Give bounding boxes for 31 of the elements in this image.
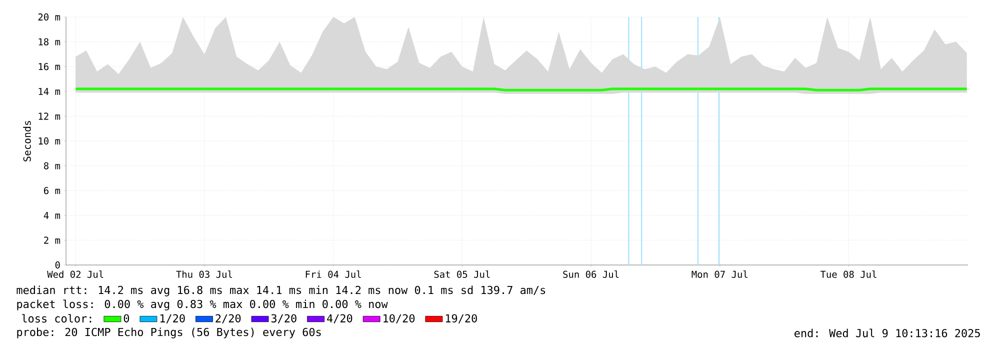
- y-tick-label: 16 m: [38, 63, 60, 70]
- y-tick-label: 2 m: [44, 236, 60, 244]
- text: end: Wed Jul 9 10:13:16 2025: [794, 328, 980, 338]
- y-tick-label: 18 m: [38, 38, 60, 46]
- text: median rtt: 14.2 ms avg 16.8 ms max 14.1 ms min 14.2 ms now 0.1 ms sd 139.7 am/s: [16, 286, 546, 296]
- x-tick-label: Sat 05 Jul: [434, 270, 490, 278]
- y-tick-label: 14 m: [38, 88, 60, 95]
- y-tick-label: 8 m: [44, 162, 60, 170]
- text: packet loss: 0.00 % avg 0.83 % max 0.00 % min 0.00 % now: [17, 300, 388, 310]
- y-axis-title: Seconds: [23, 120, 31, 162]
- x-tick-label: Tue 08 Jul: [820, 270, 876, 278]
- legend-label: 3/20: [271, 314, 296, 324]
- legend-title: loss color:: [22, 314, 92, 323]
- y-tick-label: 20 m: [38, 13, 60, 21]
- x-tick-label: Mon 07 Jul: [692, 270, 748, 278]
- legend-label: 19/20: [446, 314, 477, 324]
- legend-label: 4/20: [327, 314, 352, 324]
- y-tick-label: 4 m: [44, 212, 60, 219]
- y-tick-label: 6 m: [44, 187, 60, 194]
- text: probe: 20 ICMP Echo Pings (56 Bytes) every 60s: [17, 328, 321, 338]
- y-tick-label: 0: [55, 261, 60, 269]
- legend-label: 0: [124, 314, 130, 322]
- legend-label: 10/20: [384, 314, 415, 324]
- x-tick-label: Sun 06 Jul: [563, 270, 619, 278]
- legend-label: 1/20: [160, 314, 185, 324]
- y-tick-label: 12 m: [38, 112, 60, 120]
- x-tick-label: Wed 02 Jul: [47, 270, 104, 278]
- x-tick-label: Fri 04 Jul: [306, 270, 361, 278]
- y-tick-label: 10 m: [38, 137, 60, 145]
- legend-label: 2/20: [216, 314, 241, 324]
- x-tick-label: Thu 03 Jul: [176, 270, 232, 278]
